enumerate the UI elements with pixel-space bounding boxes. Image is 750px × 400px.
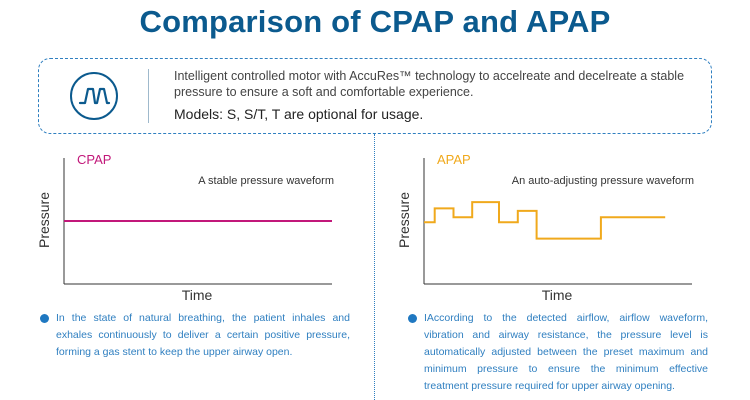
info-box: Intelligent controlled motor with AccuRe… bbox=[38, 58, 712, 134]
y-axis-label: Pressure bbox=[396, 192, 412, 248]
bullet-dot bbox=[408, 314, 417, 323]
cpap-chart-svg: CPAP A stable pressure waveform Pressure Ti… bbox=[36, 152, 334, 303]
info-models: Models: S, S/T, T are optional for usage… bbox=[174, 106, 424, 122]
chart-subtitle: An auto-adjusting pressure waveform bbox=[512, 175, 694, 187]
bullet-dot bbox=[40, 314, 49, 323]
chart-title: CPAP bbox=[77, 152, 111, 167]
cpap-note-text: In the state of natural breathing, the p… bbox=[56, 312, 350, 358]
apap-note: IAccording to the detected airflow, airf… bbox=[408, 310, 708, 395]
apap-chart: APAP An auto-adjusting pressure waveform P… bbox=[392, 148, 722, 308]
column-divider bbox=[374, 134, 375, 400]
y-axis-label: Pressure bbox=[36, 192, 52, 248]
series-line-apap bbox=[424, 201, 666, 240]
cpap-note: In the state of natural breathing, the p… bbox=[40, 310, 350, 361]
apap-note-text: IAccording to the detected airflow, airf… bbox=[424, 312, 708, 392]
info-divider bbox=[148, 69, 149, 123]
x-axis-label: Time bbox=[542, 287, 573, 303]
apap-chart-svg: APAP An auto-adjusting pressure waveform P… bbox=[396, 152, 694, 303]
page-title: Comparison of CPAP and APAP bbox=[139, 4, 611, 39]
x-axis-label: Time bbox=[182, 287, 213, 303]
chart-subtitle: A stable pressure waveform bbox=[198, 175, 334, 187]
chart-title: APAP bbox=[437, 152, 471, 167]
pressure-wave-icon bbox=[70, 72, 118, 120]
info-description: Intelligent controlled motor with AccuRe… bbox=[174, 69, 685, 99]
cpap-chart: CPAP A stable pressure waveform Pressure Ti… bbox=[32, 148, 362, 308]
